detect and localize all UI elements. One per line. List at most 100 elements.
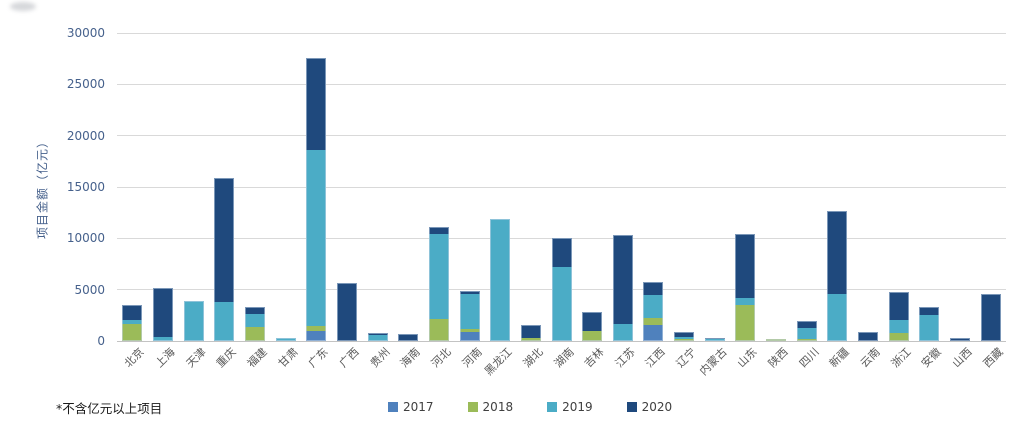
bar-segment-2020-江苏 — [612, 235, 633, 324]
x-axis-label-安徽: 安徽 — [919, 345, 944, 371]
x-axis-label-海南: 海南 — [398, 345, 423, 371]
bar-广东 — [306, 57, 327, 341]
bar-segment-2020-北京 — [122, 305, 143, 320]
legend: 2017 2018 2019 2020 — [388, 401, 672, 413]
bar-segment-2018-广东 — [306, 325, 327, 331]
bar-segment-2020-海南 — [398, 334, 419, 341]
legend-swatch-2017 — [388, 402, 398, 412]
bar-云南 — [858, 331, 879, 341]
bar-陕西 — [766, 338, 787, 341]
gridline-30000 — [117, 32, 1006, 34]
gridline-20000 — [117, 135, 1006, 137]
bar-segment-2019-四川 — [796, 327, 817, 340]
legend-item-2017: 2017 — [388, 401, 434, 413]
bar-segment-2019-福建 — [244, 314, 265, 328]
bar-segment-2020-福建 — [244, 306, 265, 315]
bar-segment-2020-西藏 — [980, 294, 1001, 341]
x-axis-label-内蒙古: 内蒙古 — [696, 345, 730, 378]
legend-swatch-2020 — [626, 402, 637, 412]
x-axis-label-重庆: 重庆 — [214, 345, 239, 371]
bar-segment-2018-河南 — [459, 329, 480, 332]
bar-海南 — [398, 334, 419, 341]
bar-segment-2018-辽宁 — [674, 339, 695, 341]
bar-segment-2018-陕西 — [766, 338, 787, 341]
x-axis-label-浙江: 浙江 — [888, 345, 914, 371]
bar-segment-2018-福建 — [244, 327, 265, 341]
bar-河南 — [459, 290, 480, 341]
bar-segment-2020-四川 — [796, 320, 817, 328]
x-axis-label-山西: 山西 — [949, 345, 975, 371]
bar-安徽 — [919, 307, 940, 341]
x-axis-label-新疆: 新疆 — [827, 345, 852, 371]
y-tick-label: 20000 — [66, 128, 105, 143]
bar-segment-2020-云南 — [858, 331, 879, 341]
bar-segment-2020-广东 — [306, 57, 327, 151]
bar-辽宁 — [674, 331, 695, 341]
bar-北京 — [122, 305, 143, 341]
x-axis-label-黑龙江: 黑龙江 — [482, 345, 515, 378]
legend-label-2018: 2018 — [482, 400, 514, 414]
x-axis-label-广西: 广西 — [336, 345, 362, 371]
x-axis-label-西藏: 西藏 — [980, 345, 1006, 371]
bar-segment-2020-河北 — [428, 227, 449, 235]
bar-segment-2018-江西 — [643, 317, 664, 326]
bar-四川 — [796, 320, 817, 341]
bar-segment-2020-山东 — [735, 234, 756, 298]
bar-广西 — [336, 283, 357, 341]
bar-segment-2019-上海 — [152, 336, 173, 341]
bar-segment-2017-河南 — [459, 331, 480, 341]
footnote: *不含亿元以上项目 — [56, 401, 163, 416]
bar-segment-2019-北京 — [122, 319, 143, 325]
bar-segment-2020-重庆 — [214, 177, 235, 302]
bar-segment-2020-内蒙古 — [704, 337, 725, 340]
bar-山东 — [735, 234, 756, 341]
bar-segment-2020-河南 — [459, 290, 480, 294]
bar-segment-2019-广东 — [306, 150, 327, 326]
y-tick-label: 30000 — [66, 26, 105, 40]
x-axis-label-甘肃: 甘肃 — [275, 345, 301, 371]
x-axis-label-河北: 河北 — [428, 345, 454, 371]
gridline-25000 — [117, 83, 1006, 85]
bar-segment-2018-山东 — [735, 305, 756, 341]
bar-segment-2019-江苏 — [612, 323, 633, 341]
bar-segment-2019-辽宁 — [674, 337, 695, 340]
bar-segment-2019-山东 — [735, 297, 756, 306]
bar-重庆 — [214, 177, 235, 341]
plot-area — [117, 32, 1006, 342]
bar-segment-2019-浙江 — [888, 320, 909, 333]
bar-segment-2018-湖北 — [520, 337, 541, 341]
bar-segment-2017-江西 — [643, 325, 664, 341]
x-axis-label-广东: 广东 — [306, 345, 331, 371]
bar-segment-2019-江西 — [643, 295, 664, 318]
bar-西藏 — [980, 294, 1001, 341]
x-axis-label-吉林: 吉林 — [581, 345, 607, 371]
x-axis-label-山东: 山东 — [735, 345, 761, 371]
x-axis-label-贵州: 贵州 — [367, 345, 393, 371]
y-tick-label: 10000 — [66, 231, 105, 246]
bar-segment-2020-江西 — [643, 282, 664, 296]
bar-甘肃 — [275, 337, 296, 341]
bar-上海 — [152, 287, 173, 341]
bar-segment-2020-湖北 — [520, 324, 541, 338]
legend-swatch-2019 — [547, 402, 558, 412]
x-axis-label-天津: 天津 — [183, 345, 209, 371]
bar-segment-2020-安徽 — [919, 307, 940, 315]
x-axis-label-云南: 云南 — [857, 345, 883, 371]
bar-湖南 — [551, 237, 572, 341]
bar-segment-2019-甘肃 — [275, 337, 296, 341]
legend-label-2020: 2020 — [641, 400, 673, 414]
bar-黑龙江 — [490, 218, 511, 341]
x-axis-label-北京: 北京 — [122, 345, 147, 371]
bar-segment-2020-山西 — [950, 337, 971, 341]
bar-吉林 — [582, 312, 603, 341]
bar-segment-2017-广东 — [306, 330, 327, 341]
corner-artifact — [10, 2, 36, 11]
legend-item-2018: 2018 — [467, 400, 514, 414]
x-axis-label-四川: 四川 — [796, 345, 822, 371]
bar-segment-2018-河北 — [428, 318, 449, 341]
gridline-15000 — [117, 186, 1006, 188]
bar-segment-2018-吉林 — [582, 331, 603, 341]
bar-segment-2019-安徽 — [919, 314, 940, 341]
x-axis-label-江西: 江西 — [643, 345, 669, 371]
